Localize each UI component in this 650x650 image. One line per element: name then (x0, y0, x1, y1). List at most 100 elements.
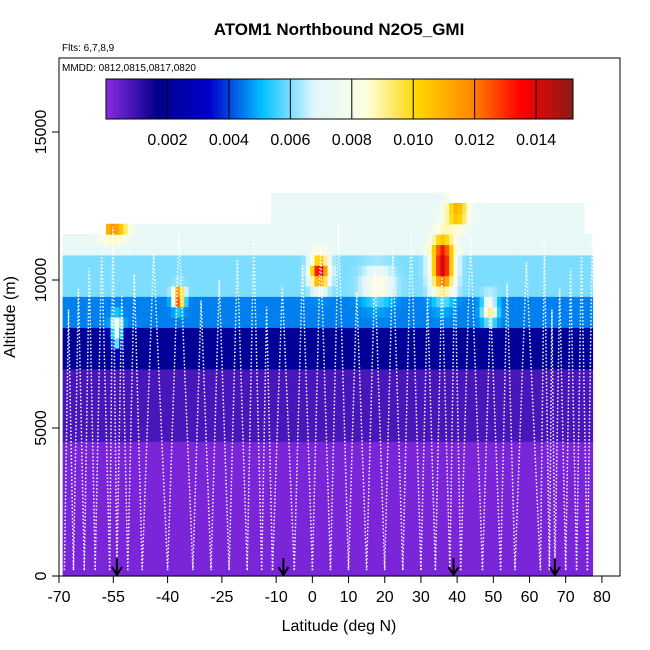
heatmap-cell (475, 254, 481, 266)
heatmap-cell (232, 503, 237, 515)
heatmap-cell (462, 317, 468, 328)
heatmap-cell (331, 544, 337, 556)
heatmap-cell (292, 482, 298, 494)
heatmap-cell (418, 348, 424, 360)
heatmap-cell (475, 493, 481, 505)
heatmap-cell (501, 348, 507, 360)
heatmap-cell (288, 285, 294, 297)
heatmap-cell (492, 441, 498, 453)
heatmap-cell (127, 275, 133, 287)
heatmap-cell (114, 451, 120, 463)
heatmap-cell (162, 420, 168, 432)
heatmap-cell (405, 223, 411, 235)
heatmap-cell (410, 544, 416, 556)
heatmap-cell (210, 306, 216, 318)
heatmap-cell (583, 565, 589, 577)
heatmap-cell (418, 482, 424, 494)
heatmap-cell (579, 451, 585, 463)
heatmap-cell (310, 296, 316, 308)
heatmap-cell (132, 296, 138, 308)
heatmap-cell (370, 265, 376, 277)
heatmap-cell (136, 327, 142, 339)
heatmap-cell (414, 368, 420, 380)
heatmap-cell (288, 192, 294, 204)
heatmap-cell (588, 503, 594, 515)
heatmap-cell (531, 482, 537, 494)
heatmap-cell (218, 493, 224, 505)
heatmap-cell (236, 524, 242, 536)
heatmap-cell (557, 379, 563, 391)
heatmap-cell (492, 337, 498, 349)
heatmap-cell (340, 234, 346, 246)
heatmap-cell (401, 410, 407, 422)
heatmap-cell (353, 482, 359, 494)
heatmap-cell (509, 317, 515, 328)
heatmap-cell (353, 306, 359, 318)
heatmap-cell (375, 555, 381, 567)
heatmap-cell (557, 555, 563, 567)
heatmap-cell (492, 482, 498, 494)
heatmap-cell (201, 296, 207, 308)
heatmap-cell (536, 503, 541, 515)
heatmap-cell (218, 420, 224, 432)
heatmap-cell (440, 223, 446, 235)
heatmap-cell (444, 192, 450, 204)
dates-subtitle: MMDD: 0812,0815,0817,0820 (62, 63, 196, 74)
heatmap-cell (66, 472, 72, 484)
heatmap-cell (336, 544, 342, 556)
heatmap-cell (271, 555, 277, 567)
heatmap-cell (457, 503, 463, 515)
heatmap-cell (570, 462, 576, 473)
heatmap-cell (540, 430, 546, 442)
heatmap-cell (427, 306, 433, 318)
heatmap-cell (466, 513, 472, 525)
heatmap-cell (223, 327, 229, 339)
heatmap-cell (305, 544, 311, 556)
heatmap-cell (410, 399, 416, 411)
heatmap-cell (588, 327, 594, 339)
heatmap-cell (384, 389, 389, 401)
heatmap-cell (127, 555, 133, 567)
heatmap-cell (153, 472, 159, 484)
heatmap-cell (566, 544, 572, 556)
heatmap-cell (236, 358, 242, 370)
heatmap-cell (366, 513, 372, 525)
heatmap-cell (405, 192, 411, 204)
heatmap-cell (514, 472, 520, 484)
heatmap-cell (488, 203, 494, 214)
heatmap-cell (527, 534, 533, 546)
heatmap-cell (236, 389, 242, 401)
heatmap-cell (344, 306, 350, 318)
heatmap-cell (475, 275, 481, 287)
heatmap-cell (71, 265, 77, 277)
heatmap-cell (210, 410, 216, 422)
heatmap-cell (496, 213, 502, 225)
heatmap-cell (353, 213, 359, 225)
heatmap-cell (553, 534, 559, 546)
heatmap-cell (192, 234, 198, 246)
heatmap-cell (575, 244, 581, 256)
heatmap-cell (427, 368, 433, 380)
heatmap-cell (475, 565, 481, 577)
heatmap-cell (427, 327, 433, 339)
heatmap-cell (223, 410, 229, 422)
heatmap-cell (275, 275, 281, 287)
heatmap-cell (236, 430, 242, 442)
heatmap-cell (175, 234, 181, 246)
heatmap-cell (218, 462, 224, 473)
heatmap-cell (344, 234, 350, 246)
heatmap-cell (110, 234, 116, 246)
heatmap-cell (570, 544, 576, 556)
heatmap-cell (266, 524, 272, 536)
heatmap-cell (462, 337, 468, 349)
heatmap-cell (175, 389, 181, 401)
heatmap-cell (192, 524, 198, 536)
heatmap-cell (466, 472, 472, 484)
heatmap-cell (119, 555, 125, 567)
heatmap-cell (114, 389, 120, 401)
heatmap-cell (588, 317, 594, 328)
heatmap-cell (536, 555, 541, 567)
heatmap-cell (370, 223, 376, 235)
heatmap-cell (245, 348, 250, 360)
heatmap-cell (575, 410, 581, 422)
